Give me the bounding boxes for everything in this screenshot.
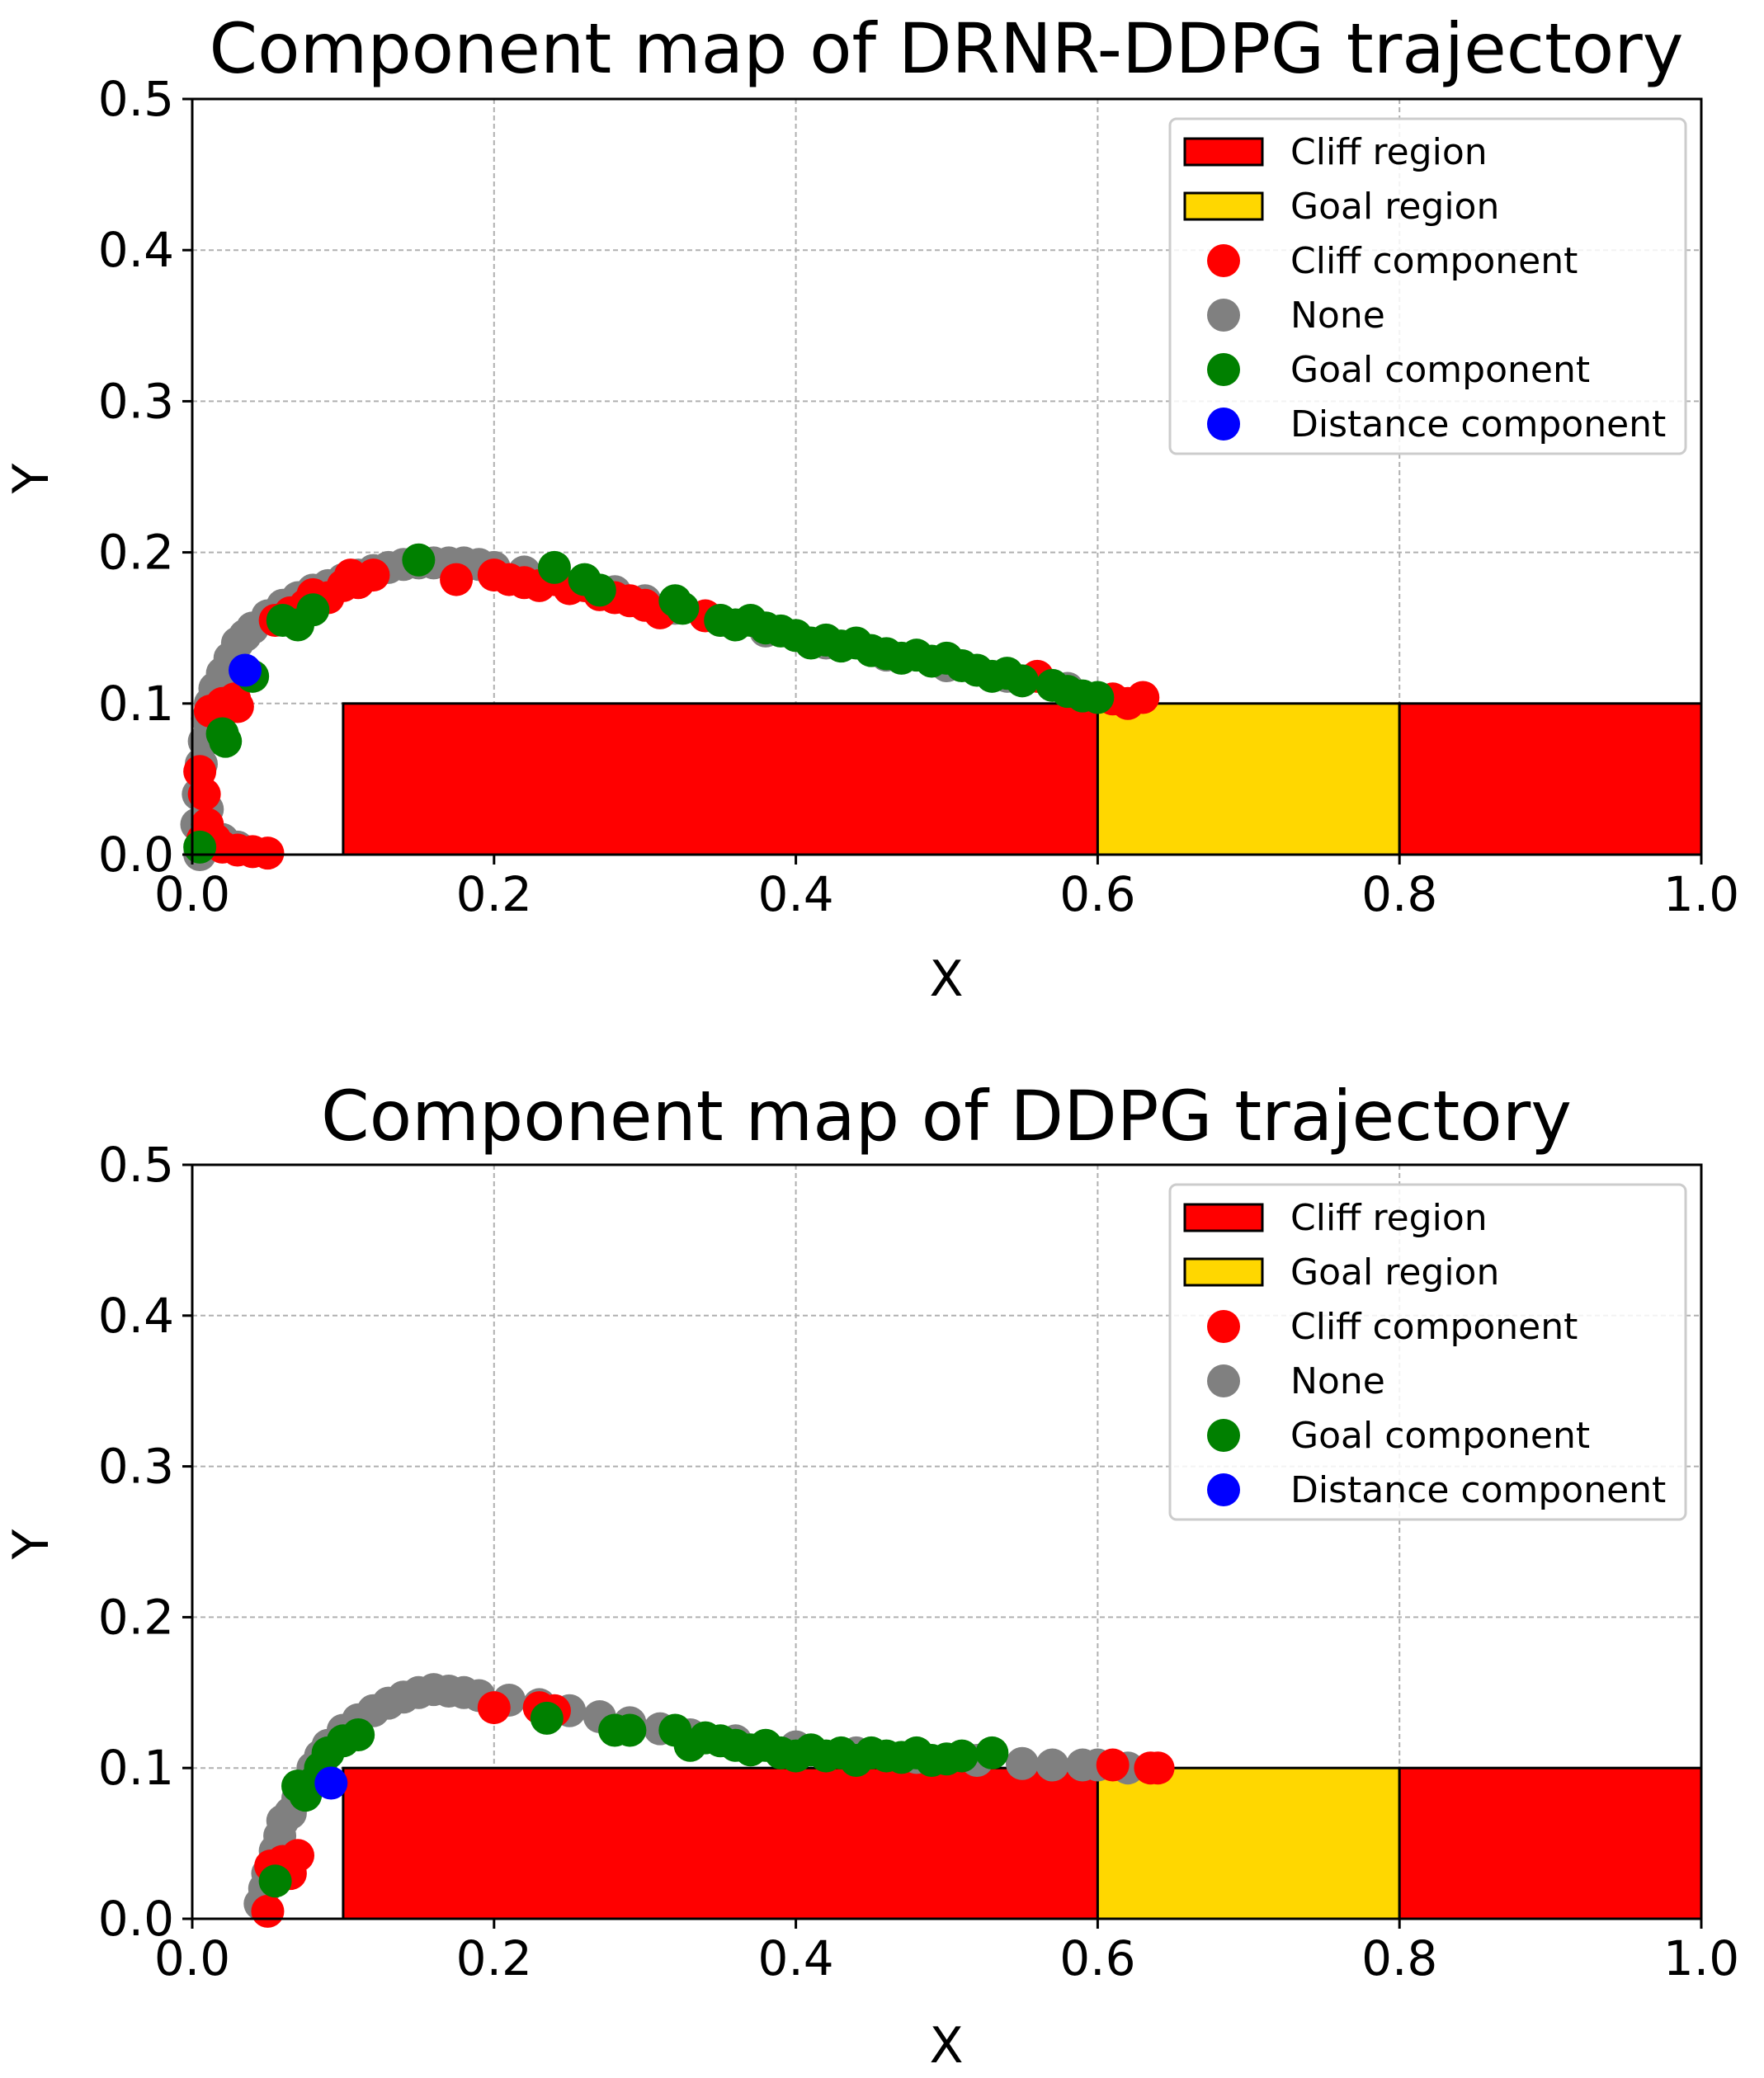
axes-frame [191, 1163, 1703, 1920]
cliff-region [342, 1766, 1099, 1920]
y-axis-label: Y [2, 1529, 60, 1560]
goal-component-point [537, 550, 571, 584]
legend-label: Cliff region [1290, 1197, 1488, 1239]
cliff-region-swatch [1183, 1203, 1264, 1232]
chart-title: Component map of DDPG trajectory [321, 1076, 1572, 1157]
chart-title: Component map of DRNR-DDPG trajectory [209, 8, 1683, 89]
goal-component-point [402, 543, 436, 577]
x-tick-label: 0.4 [757, 866, 833, 922]
goal-component-point [613, 1713, 647, 1747]
y-tick-label: 0.5 [98, 1137, 174, 1193]
y-tick-label: 0.4 [98, 222, 174, 278]
legend-label: Goal component [1290, 349, 1590, 391]
x-axis-label: X [929, 950, 963, 1008]
y-tick-label: 0.4 [98, 1288, 174, 1344]
x-tick-label: 0.6 [1059, 1930, 1135, 1986]
goal-region-swatch [1183, 191, 1264, 221]
y-tick-label: 0.3 [98, 373, 174, 429]
y-tick-label: 0.1 [98, 1740, 174, 1796]
cliff-component-swatch [1207, 1310, 1240, 1343]
legend-label: Goal component [1290, 1415, 1590, 1457]
legend-label: Goal region [1290, 186, 1499, 228]
cliff-component-point [1096, 1748, 1130, 1782]
y-tick-label: 0.5 [98, 71, 174, 127]
x-tick-label: 0.8 [1361, 866, 1437, 922]
legend-box [1168, 117, 1687, 455]
cliff-region [1398, 702, 1703, 856]
goal-component-point [582, 573, 616, 607]
x-tick-label: 0.4 [757, 1930, 833, 1986]
axes-frame [191, 97, 1703, 856]
cliff-component-point [440, 563, 474, 596]
none-point [1005, 1746, 1039, 1780]
legend-box [1168, 1183, 1687, 1521]
legend-label: Distance component [1290, 403, 1666, 445]
cliff-component-swatch [1207, 244, 1240, 277]
x-tick-label: 0.6 [1059, 866, 1135, 922]
goal-region [1096, 702, 1401, 856]
goal-component-swatch [1207, 353, 1240, 386]
cliff-component-point [251, 836, 285, 870]
goal-component-point [342, 1718, 375, 1751]
goal-component-point [945, 1739, 979, 1773]
distance-component-swatch [1207, 1473, 1240, 1506]
distance-component-point [314, 1766, 348, 1800]
cliff-component-point [477, 1691, 511, 1725]
cliff-region-swatch [1183, 137, 1264, 167]
cliff-component-point [187, 777, 221, 811]
cliff-region [342, 702, 1099, 856]
x-tick-label: 0.0 [154, 1930, 230, 1986]
goal-component-point [530, 1701, 564, 1735]
x-tick-label: 0.2 [456, 1930, 532, 1986]
legend-label: Cliff component [1290, 1306, 1578, 1348]
goal-component-swatch [1207, 1419, 1240, 1452]
cliff-component-point [1126, 681, 1160, 714]
none-swatch [1207, 299, 1240, 332]
cliff-component-point [334, 558, 368, 592]
goal-component-point [296, 593, 330, 627]
goal-component-point [1081, 681, 1115, 714]
cliff-component-point [281, 1839, 315, 1873]
cliff-component-point [251, 1894, 285, 1928]
distance-component-swatch [1207, 408, 1240, 441]
y-tick-label: 0.2 [98, 1589, 174, 1645]
x-tick-label: 0.8 [1361, 1930, 1437, 1986]
legend-label: None [1290, 295, 1385, 337]
goal-component-point [183, 830, 217, 864]
goal-region [1096, 1766, 1401, 1920]
legend-label: Cliff component [1290, 240, 1578, 282]
x-tick-label: 0.2 [456, 866, 532, 922]
chart-bottom: Component map of DDPG trajectory 0.0 0.2 0… [2, 1076, 1739, 2075]
x-tick-label: 1.0 [1663, 1930, 1739, 1986]
legend-label: Cliff region [1290, 131, 1488, 173]
y-axis-label: Y [2, 463, 60, 494]
y-tick-label: 0.1 [98, 676, 174, 732]
cliff-component-point [1141, 1751, 1175, 1785]
y-tick-label: 0.0 [98, 827, 174, 883]
none-swatch [1207, 1364, 1240, 1397]
goal-region-swatch [1183, 1257, 1264, 1287]
legend-label: None [1290, 1360, 1385, 1402]
cliff-region [1398, 1766, 1703, 1920]
goal-component-point [1005, 664, 1039, 698]
distance-component-point [229, 653, 262, 687]
y-tick-label: 0.0 [98, 1891, 174, 1947]
goal-component-point [666, 591, 700, 625]
x-tick-label: 1.0 [1663, 866, 1739, 922]
legend-label: Goal region [1290, 1251, 1499, 1293]
goal-component-point [975, 1736, 1009, 1769]
chart-top: Component map of DRNR-DDPG trajectory 0.… [2, 8, 1739, 1008]
cliff-component-point [220, 690, 254, 723]
y-tick-label: 0.2 [98, 525, 174, 581]
cliff-component-point [356, 558, 390, 592]
goal-component-point [258, 1864, 292, 1898]
legend-label: Distance component [1290, 1469, 1666, 1511]
x-axis-label: X [929, 2017, 963, 2075]
x-tick-label: 0.0 [154, 866, 230, 922]
goal-component-point [209, 724, 243, 758]
y-tick-label: 0.3 [98, 1439, 174, 1495]
none-point [1035, 1748, 1069, 1782]
